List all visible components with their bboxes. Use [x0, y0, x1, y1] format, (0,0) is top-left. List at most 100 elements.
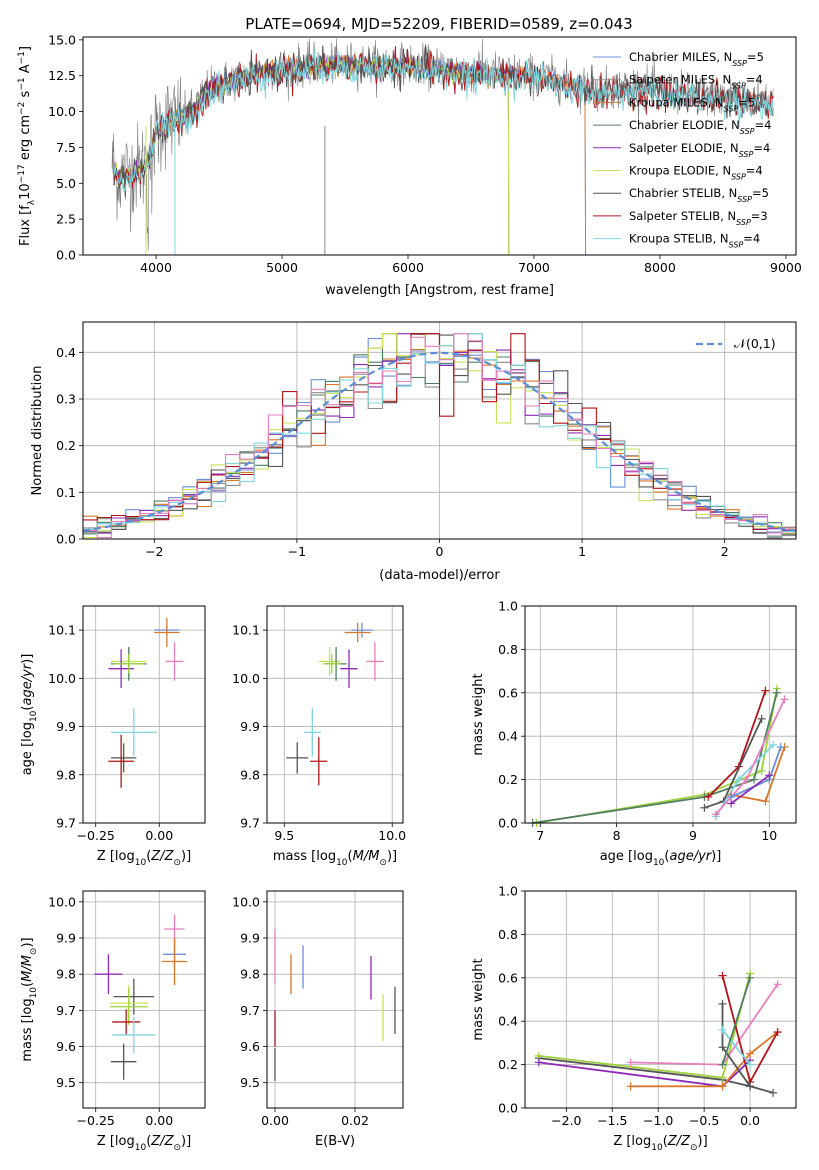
legend-entry: Kroupa MILES, NSSP=5 — [629, 95, 755, 113]
label-part: −2 — [17, 102, 27, 115]
legend-count: =3 — [751, 209, 768, 223]
model-spectrum-line — [112, 48, 774, 192]
axes-age_vs_Z: −0.25 0.009.79.89.910.010.1Z [log10(Z/Z⊙)… — [20, 605, 206, 868]
y-tick-label: 10.1 — [232, 623, 260, 638]
y-tick-label: 0.0 — [56, 532, 76, 547]
normal-curve — [82, 351, 797, 532]
y-tick-label: 0.2 — [498, 772, 518, 787]
label-part: age/yr — [669, 849, 712, 864]
legend-entry: Chabrier STELIB, NSSP=5 — [629, 186, 769, 204]
weight-line — [721, 1029, 751, 1066]
x-tick-label: 10 — [761, 828, 777, 843]
label-part: ⊙ — [173, 858, 181, 868]
label-part: ( — [146, 1134, 151, 1149]
label-part: ( — [146, 849, 151, 864]
legend-entry: Chabrier MILES, NSSP=5 — [629, 50, 764, 68]
legend-text: Kroupa ELODIE, N — [629, 164, 731, 178]
points-group — [108, 618, 184, 788]
y-tick-label: 0.8 — [498, 642, 518, 657]
y-tick-label: 9.6 — [56, 1039, 76, 1054]
x-tick-label: 9000 — [770, 260, 802, 275]
y-tick-label: 10.0 — [48, 894, 76, 909]
y-axis-label: mass weight — [471, 673, 486, 755]
y-axis-label: mass [log10(M/M⊙)] — [20, 937, 39, 1061]
y-tick-label: 2.5 — [56, 212, 76, 227]
legend-text: Chabrier STELIB, N — [629, 186, 737, 200]
legend-text: Salpeter STELIB, N — [629, 209, 736, 223]
x-axis-label: Z [log10(Z/Z⊙)] — [97, 849, 191, 868]
y-tick-label: 9.5 — [56, 1075, 76, 1090]
label-part: Z [log — [97, 849, 135, 864]
label-part: ⊙ — [29, 948, 39, 956]
y-tick-label: 10.0 — [232, 894, 260, 909]
label-part: −1 — [17, 77, 27, 90]
label-part: )] — [387, 849, 397, 864]
model-spectrum-line — [112, 45, 774, 189]
y-tick-label: 0.6 — [498, 685, 518, 700]
y-tick-label: 9.7 — [240, 1003, 260, 1018]
label-part: M/M — [20, 955, 35, 982]
model-spectrum-line — [112, 56, 510, 256]
legend-count: =4 — [753, 141, 770, 155]
label-part: ] — [18, 46, 33, 51]
label-part: ( — [664, 849, 669, 864]
points-group — [94, 914, 188, 1080]
points-group — [274, 928, 396, 1081]
legend-count: =5 — [752, 186, 769, 200]
legend-entry: Chabrier ELODIE, NSSP=4 — [629, 118, 771, 136]
axes-frame — [266, 605, 404, 824]
y-tick-label: 9.7 — [240, 816, 260, 831]
x-tick-label: −2.0 — [551, 1113, 581, 1128]
label-part: s — [18, 90, 33, 101]
y-tick-label: 9.8 — [240, 767, 260, 782]
y-tick-label: 0.2 — [498, 1057, 518, 1072]
y-tick-label: 0.0 — [498, 816, 518, 831]
y-tick-label: 9.9 — [56, 719, 76, 734]
label-part: Z [log — [97, 1134, 135, 1149]
y-tick-label: 12.5 — [48, 68, 76, 83]
y-tick-label: 10.0 — [48, 104, 76, 119]
label-part: ⊙ — [690, 1143, 698, 1153]
legend-entry: Salpeter MILES, NSSP=4 — [629, 73, 763, 91]
label-part: age [log — [600, 849, 653, 864]
y-tick-label: 0.4 — [498, 1014, 518, 1029]
legend-sub: SSP — [729, 240, 744, 249]
label-part: Z/Z — [150, 849, 174, 864]
y-tick-label: 0.0 — [56, 248, 76, 263]
x-tick-label: −1.5 — [597, 1113, 627, 1128]
label-part: λ — [27, 199, 37, 205]
label-part: age [log — [20, 722, 35, 775]
label-part: mass [log — [20, 998, 35, 1061]
axes-frame — [82, 321, 797, 540]
x-tick-label: 7 — [536, 828, 544, 843]
y-tick-label: 0.0 — [498, 1101, 518, 1116]
label-part: erg cm — [18, 115, 33, 164]
legend-entry: 𝒩(0,1) — [734, 336, 776, 351]
label-part: Z/Z — [667, 1134, 691, 1149]
weight-line — [730, 774, 770, 805]
weight-line — [630, 1031, 779, 1088]
label-part: 10 — [653, 858, 665, 868]
legend-sub: SSP — [724, 104, 739, 113]
legend-count: =5 — [738, 95, 755, 109]
legend-sub: SSP — [740, 127, 755, 136]
y-tick-label: 9.8 — [240, 967, 260, 982]
y-tick-label: 9.5 — [240, 1075, 260, 1090]
label-part: age/yr — [20, 662, 35, 705]
x-tick-label: 9 — [689, 828, 697, 843]
y-tick-label: 0.4 — [56, 345, 76, 360]
x-tick-label: −0.5 — [689, 1113, 719, 1128]
x-tick-label: −2 — [145, 544, 163, 559]
legend-sub: SSP — [731, 81, 746, 90]
legend-sub: SSP — [731, 172, 746, 181]
y-tick-label: 0.3 — [56, 392, 76, 407]
x-tick-label: 6000 — [392, 260, 424, 275]
label-part: )] — [698, 1134, 708, 1149]
legend-sub: SSP — [737, 195, 752, 204]
legend-entry: Kroupa STELIB, NSSP=4 — [629, 232, 760, 250]
label-part: −1 — [17, 51, 27, 64]
label-part: 10 — [135, 858, 147, 868]
axes-mass_vs_ebv: 0.00 0.02 9.5 9.6 9.7 9.8 9.9 10.0 E(B-V) — [232, 890, 404, 1149]
legend-text: Chabrier MILES, N — [629, 50, 732, 64]
